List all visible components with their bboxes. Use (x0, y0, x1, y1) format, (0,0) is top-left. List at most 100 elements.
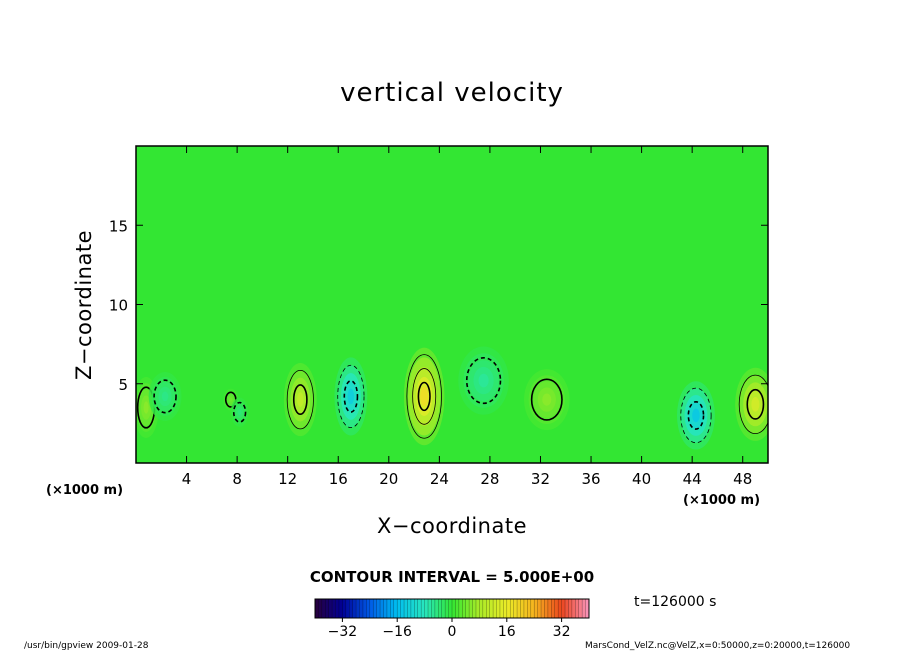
colorbar-tick-label: −32 (328, 624, 358, 640)
colorbar-cell (356, 599, 360, 618)
colorbar-cell (582, 599, 586, 618)
colorbar-cell (421, 599, 425, 618)
colorbar-cell (513, 599, 518, 618)
colorbar-cell (328, 599, 333, 618)
downdraft-cell-6 (334, 357, 368, 436)
colorbar-cell (414, 599, 419, 618)
colorbar-cell (537, 599, 542, 618)
colorbar-cell (503, 599, 508, 618)
colorbar-cell (342, 599, 347, 618)
colorbar-cell (366, 599, 371, 618)
colorbar-tick-label: 32 (553, 624, 571, 640)
colorbar-cell (462, 599, 466, 618)
updraft-cell-1 (283, 363, 317, 437)
x-tick-label: 4 (182, 470, 192, 488)
colorbar-cell (527, 599, 532, 618)
colorbar-cell (438, 599, 443, 618)
colorbar-cell (417, 599, 422, 618)
x-tick-label: 12 (278, 470, 297, 488)
colorbar-cell (445, 599, 449, 618)
colorbar-cell (469, 599, 473, 618)
x-tick-label: 20 (379, 470, 398, 488)
colorbar-cell (455, 599, 460, 618)
colorbar-cell (424, 599, 429, 618)
contour-line (680, 387, 712, 444)
y-tick-label: 5 (118, 376, 128, 394)
y-tick-label: 10 (109, 297, 128, 315)
footer-program-date: /usr/bin/gpview 2009-01-28 (24, 641, 149, 651)
colorbar-cell (410, 599, 415, 618)
contour-line (417, 381, 431, 412)
colorbar-cell (534, 599, 538, 618)
updraft-cell-2 (735, 367, 768, 441)
colorbar-cell (585, 599, 590, 618)
x-tick-label: 28 (480, 470, 499, 488)
x-tick-label: 36 (581, 470, 600, 488)
colorbar-cell (558, 599, 562, 618)
y-axis: 5 10 15 (109, 217, 768, 394)
contour-line (412, 368, 437, 425)
contour-line (687, 400, 705, 430)
downdraft-cell-7 (676, 381, 715, 450)
colorbar-cell (565, 599, 569, 618)
contour-line (343, 380, 359, 413)
contour-line (153, 379, 177, 414)
contour-line (286, 369, 314, 430)
downdraft-cell-8 (458, 346, 509, 415)
colorbar-cell (472, 599, 477, 618)
updraft-cell-3 (524, 369, 570, 431)
colorbar-cell (544, 599, 549, 618)
colorbar-cell (489, 599, 494, 618)
colorbar-cell (575, 599, 580, 618)
colorbar-tick-label: 0 (448, 624, 457, 640)
colorbar-cell (541, 599, 545, 618)
colorbar-cell (386, 599, 391, 618)
x-tick-label: 40 (632, 470, 651, 488)
x-tick-label: 44 (683, 470, 702, 488)
colorbar-cell (517, 599, 521, 618)
colorbar-cell (510, 599, 514, 618)
colorbar-cell (404, 599, 408, 618)
chart-title: vertical velocity (340, 78, 564, 108)
colorbar-cell (571, 599, 576, 618)
contour-line (746, 388, 765, 420)
colorbar-cell (486, 599, 490, 618)
colorbar-cell (554, 599, 559, 618)
colorbar-cell (352, 599, 357, 618)
colorbar-tick-label: −16 (382, 624, 412, 640)
downdraft-cell-10 (230, 397, 249, 427)
contour-line (465, 357, 502, 405)
colorbar-cell (338, 599, 343, 618)
colorbar-cell (523, 599, 528, 618)
colorbar-cell (431, 599, 436, 618)
x-axis: 4 8 12 16 20 24 28 32 36 40 44 48 (182, 146, 752, 488)
colorbar-cell (397, 599, 401, 618)
colorbar-cell (479, 599, 484, 618)
colorbar-cell (434, 599, 439, 618)
downdraft-cell-9 (148, 372, 182, 421)
contour-line (406, 354, 442, 439)
velocity-field (136, 146, 768, 463)
footer-source: MarsCond_VelZ.nc@VelZ,x=0:50000,z=0:2000… (585, 641, 851, 651)
colorbar-cell (407, 599, 412, 618)
colorbar-cell (561, 599, 566, 618)
colorbar-cell (499, 599, 504, 618)
colorbar-cell (373, 599, 377, 618)
contour-line (530, 378, 563, 421)
x-unit-left: (×1000 m) (46, 483, 124, 498)
x-tick-label: 16 (329, 470, 348, 488)
colorbar-cell (332, 599, 336, 618)
colorbar-cell (506, 599, 511, 618)
colorbar-cell (390, 599, 395, 618)
y-tick-label: 15 (109, 217, 128, 235)
time-label: t=126000 s (634, 594, 717, 610)
colorbar-cell (547, 599, 552, 618)
colorbar-cell (376, 599, 381, 618)
contour-line (292, 384, 308, 416)
colorbar-cell (578, 599, 583, 618)
contour-line (337, 364, 365, 429)
x-tick-label: 48 (733, 470, 752, 488)
colorbar-cell (362, 599, 367, 618)
